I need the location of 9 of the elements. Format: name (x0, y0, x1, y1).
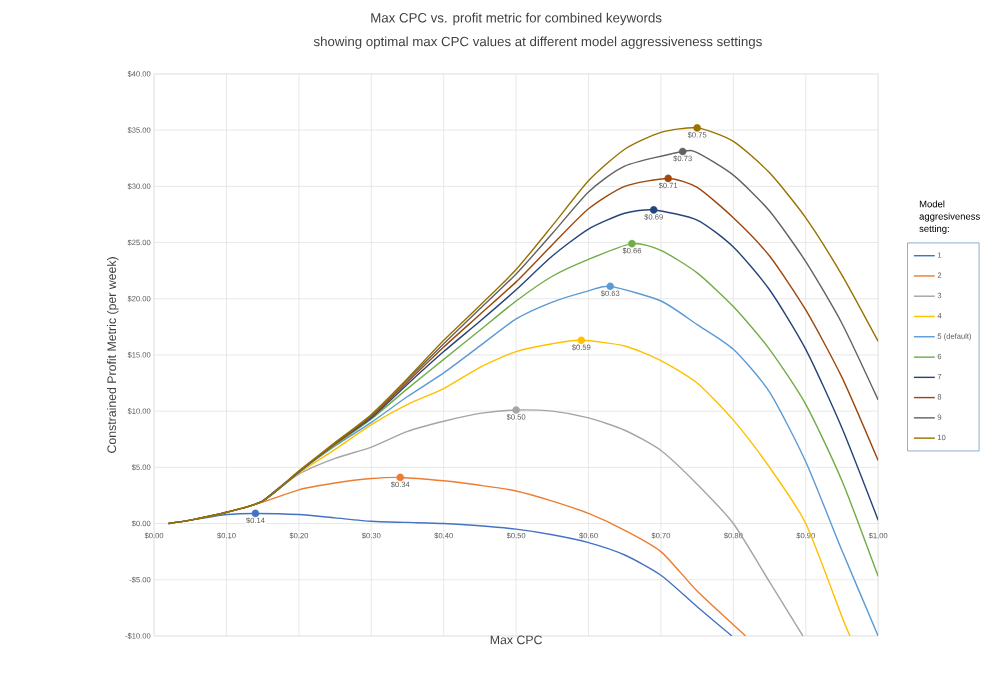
point (649, 206, 658, 214)
x-axis-title: Max CPC (490, 635, 542, 645)
point (628, 240, 636, 248)
point (512, 406, 520, 414)
legend-title: Model aggresiveness setting: (919, 200, 980, 235)
chart-subtitle: showing optimal max CPC values at different model aggressiveness settings (313, 36, 762, 49)
y-axis-title: Constrained Profit Metric (per week) (107, 257, 119, 454)
chart-title: Max CPC vs. profit metric for combined keywords (371, 12, 662, 26)
point (693, 124, 701, 132)
